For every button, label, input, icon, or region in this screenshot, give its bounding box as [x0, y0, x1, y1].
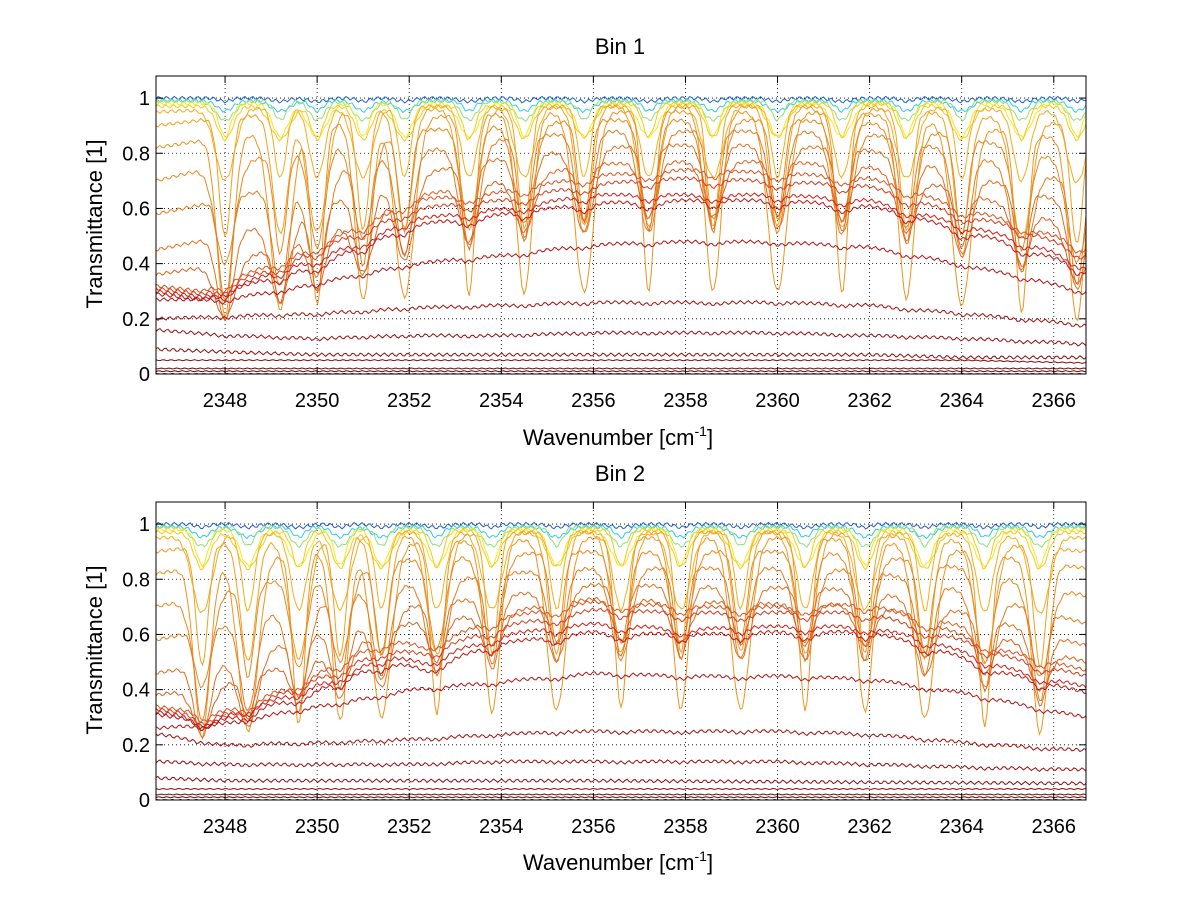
y-tick-label: 0.6	[122, 624, 150, 646]
spectrum-line	[155, 524, 1087, 549]
spectrum-line	[155, 327, 1087, 347]
x-tick-label: 2362	[847, 390, 892, 412]
chart-title: Bin 2	[595, 461, 645, 486]
spectrum-line	[155, 104, 1087, 243]
spectrum-line	[155, 299, 1087, 328]
spectrum-line	[155, 793, 1087, 796]
y-tick-label: 0.6	[122, 198, 150, 220]
spectrum-line	[155, 239, 1087, 305]
x-axis-label-end: ]	[707, 850, 713, 875]
x-axis-label-main: Wavenumber [cm	[523, 425, 695, 450]
spectrum-line	[155, 787, 1087, 791]
y-tick-label: 0.8	[122, 569, 150, 591]
x-tick-label: 2356	[571, 816, 616, 838]
plot-frame	[155, 501, 1087, 801]
spectrum-line	[155, 530, 1087, 669]
x-tick-label: 2350	[295, 390, 340, 412]
plot-frame	[155, 75, 1087, 375]
spectrum-line	[155, 530, 1087, 614]
spectrum-line	[155, 621, 1087, 728]
y-tick-label: 0.4	[122, 254, 150, 276]
y-axis-ticks: 0 0.2 0.4 0.6 0.8 1	[122, 514, 1086, 812]
x-axis-label: Wavenumber [cm-1]	[523, 848, 713, 875]
spectrum-line	[155, 117, 1087, 266]
x-tick-label: 2366	[1032, 390, 1077, 412]
spectrum-line	[155, 796, 1087, 799]
spectrum-line	[155, 197, 1087, 303]
x-axis-ticks: 2348 2350 2352 2354 2356 2358 2360 2362 2364 2366	[203, 76, 1076, 412]
panel-bin-2: Bin 2 2348 2350 2352 2354 2356 2358 2360 2362 23…	[82, 461, 1087, 875]
spectrum-line	[155, 367, 1087, 370]
spectrum-line	[155, 566, 1087, 721]
spectrum-line	[155, 671, 1087, 731]
spectrum-line	[155, 728, 1087, 753]
spectrum-line	[155, 359, 1087, 364]
spectrum-line	[155, 549, 1087, 689]
spectrum-line	[155, 143, 1087, 320]
spectrum-line	[155, 370, 1087, 373]
panel-bin-1: Bin 1 2348 2350 2352 2354 2356 2358 2360 2362 23…	[82, 34, 1087, 450]
spectrum-line	[155, 98, 1087, 123]
x-tick-label: 2358	[663, 390, 708, 412]
x-axis-label: Wavenumber [cm-1]	[523, 423, 713, 450]
spectrum-line	[155, 347, 1087, 360]
x-tick-label: 2358	[663, 816, 708, 838]
spectrum-line	[155, 582, 1087, 739]
x-tick-label: 2348	[203, 816, 248, 838]
spectrum-line	[155, 527, 1087, 568]
x-tick-label: 2360	[755, 816, 800, 838]
y-tick-label: 0	[139, 790, 150, 812]
x-axis-label-end: ]	[707, 425, 713, 450]
y-axis-label: Transmittance [1]	[82, 139, 107, 308]
spectrum-line	[155, 524, 1087, 540]
spectra-lines	[155, 521, 1087, 801]
spectrum-line	[155, 109, 1087, 322]
spectrum-line	[155, 175, 1087, 297]
x-tick-label: 2364	[939, 390, 984, 412]
spectrum-line	[155, 159, 1087, 322]
y-tick-label: 0.2	[122, 735, 150, 757]
x-axis-label-main: Wavenumber [cm	[523, 850, 695, 875]
spectrum-line	[155, 629, 1087, 731]
spectrum-line	[155, 167, 1087, 294]
x-tick-label: 2350	[295, 816, 340, 838]
y-axis-ticks: 0 0.2 0.4 0.6 0.8 1	[122, 88, 1086, 386]
x-axis-label-sup: -1	[695, 423, 708, 439]
x-axis-label-sup: -1	[695, 848, 708, 864]
x-tick-label: 2364	[939, 816, 984, 838]
x-tick-label: 2366	[1032, 816, 1077, 838]
spectrum-line	[155, 192, 1087, 300]
x-tick-label: 2348	[203, 390, 248, 412]
x-tick-label: 2356	[571, 390, 616, 412]
y-tick-label: 1	[139, 88, 150, 110]
spectrum-line	[155, 101, 1087, 142]
y-tick-label: 1	[139, 514, 150, 536]
x-axis-ticks: 2348 2350 2352 2354 2356 2358 2360 2362 2364 2366	[203, 502, 1076, 838]
x-tick-label: 2362	[847, 816, 892, 838]
spectrum-line	[155, 535, 1087, 741]
y-tick-label: 0	[139, 364, 150, 386]
spectrum-line	[155, 775, 1087, 786]
x-tick-label: 2360	[755, 390, 800, 412]
spectrum-line	[155, 599, 1087, 723]
chart-title: Bin 1	[595, 34, 645, 59]
y-tick-label: 0.8	[122, 143, 150, 165]
x-tick-label: 2354	[479, 816, 524, 838]
spectrum-line	[155, 759, 1087, 773]
spectrum-line	[155, 596, 1087, 732]
spectrum-line	[155, 607, 1087, 726]
y-axis-label: Transmittance [1]	[82, 565, 107, 734]
x-tick-label: 2352	[387, 390, 432, 412]
x-tick-label: 2354	[479, 390, 524, 412]
spectrum-line	[155, 521, 1087, 530]
y-tick-label: 0.4	[122, 680, 150, 702]
x-tick-label: 2352	[387, 816, 432, 838]
spectrum-line	[155, 527, 1087, 571]
spectrum-line	[155, 95, 1087, 104]
y-tick-label: 0.2	[122, 309, 150, 331]
